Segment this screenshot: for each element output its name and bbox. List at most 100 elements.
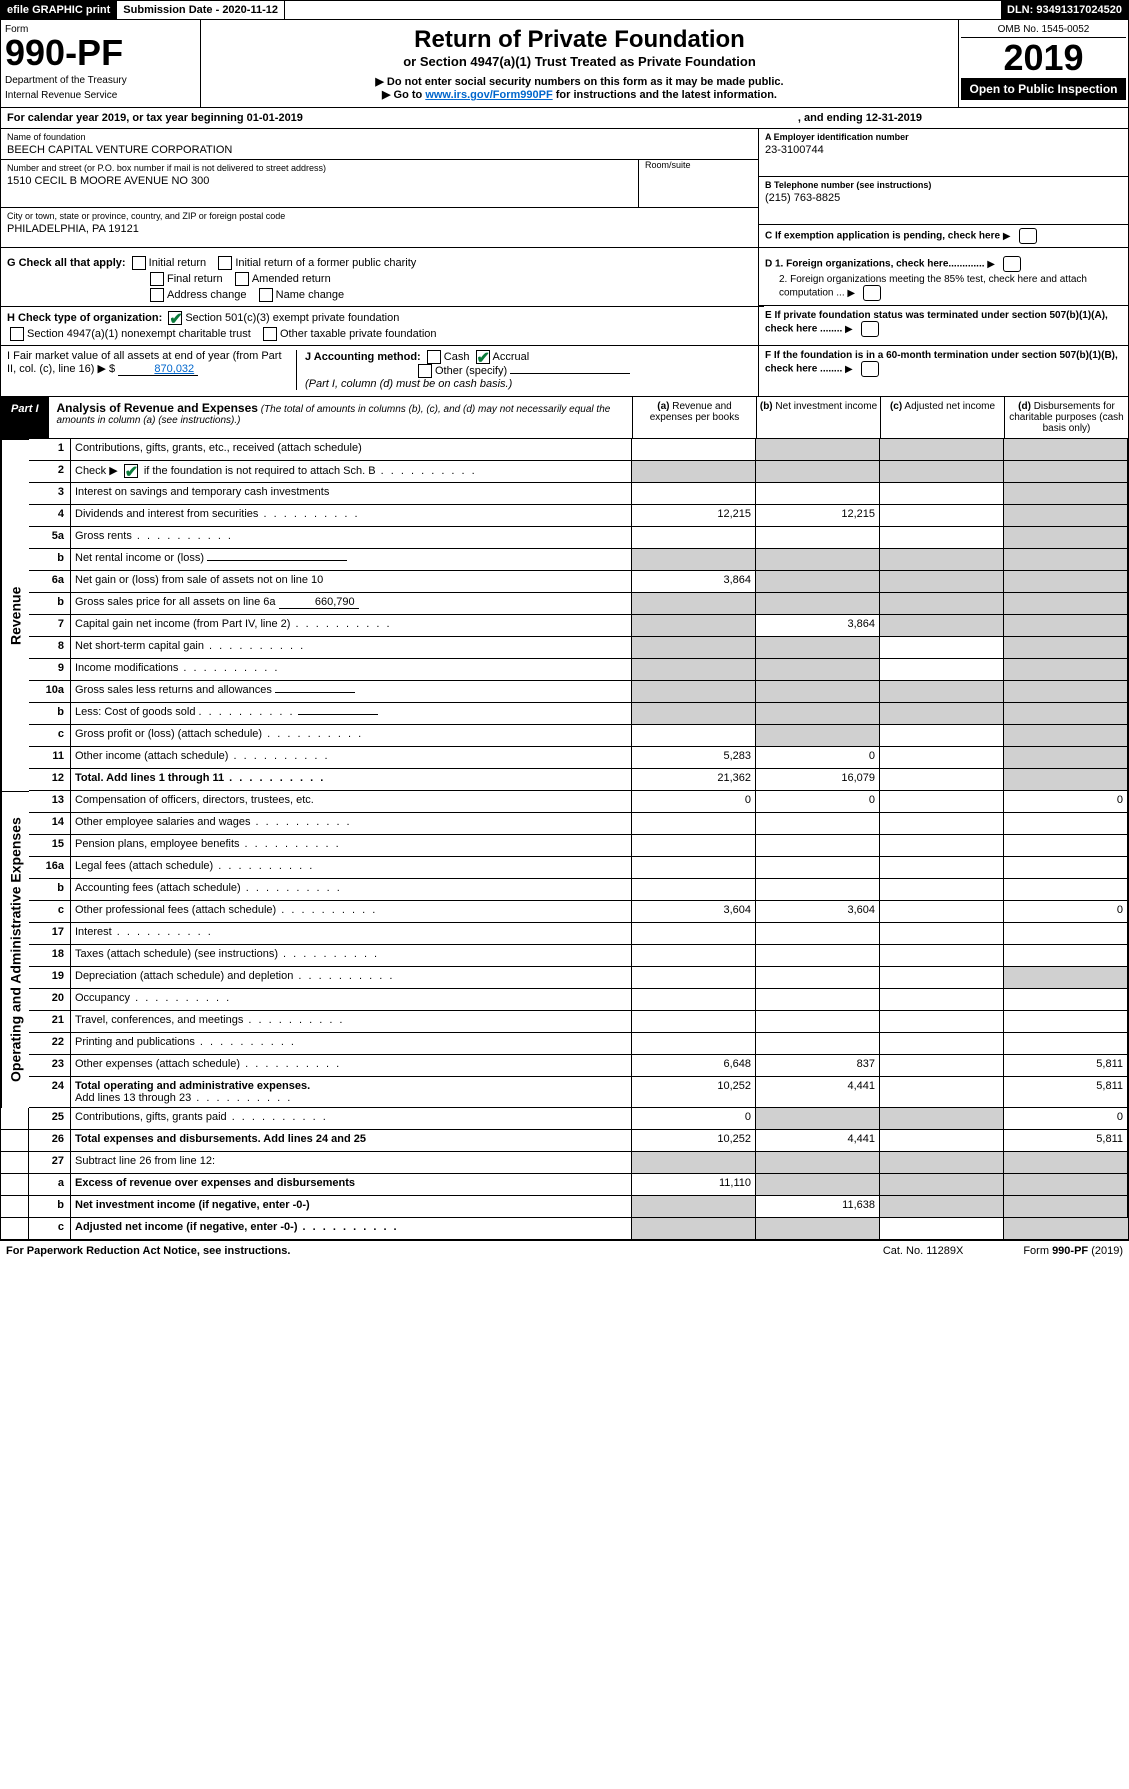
note-goto: ▶ Go to www.irs.gov/Form990PF for instru… [211,88,948,101]
part1-header: Part I Analysis of Revenue and Expenses … [0,397,1129,439]
row-4: Dividends and interest from securities [71,505,632,527]
exemption-checkbox[interactable] [1019,228,1037,244]
chk-amended[interactable] [235,272,249,286]
chk-sch-b[interactable] [124,464,138,478]
cal-end: , and ending 12-31-2019 [798,112,922,124]
chk-f[interactable] [861,361,879,377]
row-14: Other employee salaries and wages [71,813,632,835]
city-state-zip: PHILADELPHIA, PA 19121 [7,223,752,235]
efile-label: efile GRAPHIC print [1,1,117,19]
row-20: Occupancy [71,989,632,1011]
dept-treasury: Department of the Treasury [5,75,196,86]
chk-d2[interactable] [863,285,881,301]
row-1: Contributions, gifts, grants, etc., rece… [71,439,632,461]
row-10a: Gross sales less returns and allowances [71,681,632,703]
foundation-name-cell: Name of foundation BEECH CAPITAL VENTURE… [1,129,758,160]
row-24: Total operating and administrative expen… [71,1077,632,1108]
row-22: Printing and publications [71,1033,632,1055]
omb-number: OMB No. 1545-0052 [961,22,1126,38]
submission-date: Submission Date - 2020-11-12 [117,1,285,19]
row-3: Interest on savings and temporary cash i… [71,483,632,505]
entity-info: Name of foundation BEECH CAPITAL VENTURE… [0,129,1129,248]
chk-e[interactable] [861,321,879,337]
ein: 23-3100744 [765,144,1122,156]
col-c-head: (c) Adjusted net income [880,397,1004,438]
row-25: Contributions, gifts, grants paid [71,1108,632,1130]
row-27c: Adjusted net income (if negative, enter … [71,1218,632,1240]
chk-final[interactable] [150,272,164,286]
row-18: Taxes (attach schedule) (see instruction… [71,945,632,967]
chk-other-method[interactable] [418,364,432,378]
side-expenses: Operating and Administrative Expenses [1,791,29,1108]
open-to-public: Open to Public Inspection [961,78,1126,100]
exemption-pending-cell: C If exemption application is pending, c… [759,225,1128,247]
chk-initial[interactable] [132,256,146,270]
address-cell: Number and street (or P.O. box number if… [1,160,758,208]
row-16b: Accounting fees (attach schedule) [71,879,632,901]
row-27b: Net investment income (if negative, ente… [71,1196,632,1218]
chk-initial-former[interactable] [218,256,232,270]
street-address: 1510 CECIL B MOORE AVENUE NO 300 [7,175,638,187]
chk-address[interactable] [150,288,164,302]
chk-accrual[interactable] [476,350,490,364]
row-17: Interest [71,923,632,945]
form-ref: Form 990-PF (2019) [1023,1245,1123,1257]
row-13: Compensation of officers, directors, tru… [71,791,632,813]
dept-irs: Internal Revenue Service [5,90,196,101]
row-16c: Other professional fees (attach schedule… [71,901,632,923]
dln: DLN: 93491317024520 [1001,1,1128,19]
header-right: OMB No. 1545-0052 2019 Open to Public In… [958,20,1128,107]
row-7: Capital gain net income (from Part IV, l… [71,615,632,637]
row-11: Other income (attach schedule) [71,747,632,769]
row-9: Income modifications [71,659,632,681]
chk-4947[interactable] [10,327,24,341]
col-b-head: (b) Net investment income [756,397,880,438]
row-15: Pension plans, employee benefits [71,835,632,857]
chk-other-taxable[interactable] [263,327,277,341]
note-ssn: ▶ Do not enter social security numbers o… [211,75,948,88]
fmv-value[interactable]: 870,032 [118,363,198,376]
col-d-head: (d) Disbursements for charitable purpose… [1004,397,1128,438]
chk-501c3[interactable] [168,311,182,325]
row-21: Travel, conferences, and meetings [71,1011,632,1033]
checks-section: G Check all that apply: Initial return I… [0,248,1129,397]
form-header: Form 990-PF Department of the Treasury I… [0,20,1129,108]
phone-cell: B Telephone number (see instructions) (2… [759,177,1128,225]
row-27a: Excess of revenue over expenses and disb… [71,1174,632,1196]
side-revenue: Revenue [1,439,29,791]
part1-desc: Analysis of Revenue and Expenses (The to… [49,397,632,438]
ein-cell: A Employer identification number 23-3100… [759,129,1128,177]
row-10b: Less: Cost of goods sold [71,703,632,725]
row-8: Net short-term capital gain [71,637,632,659]
row-19: Depreciation (attach schedule) and deple… [71,967,632,989]
city-cell: City or town, state or province, country… [1,208,758,238]
form-subtitle: or Section 4947(a)(1) Trust Treated as P… [211,54,948,69]
col-a-head: (a) Revenue and expenses per books [632,397,756,438]
row-5a: Gross rents [71,527,632,549]
foundation-name: BEECH CAPITAL VENTURE CORPORATION [7,144,752,156]
header-left: Form 990-PF Department of the Treasury I… [1,20,201,107]
row-26: Total expenses and disbursements. Add li… [71,1130,632,1152]
part1-grid: Revenue 1Contributions, gifts, grants, e… [0,439,1129,1240]
chk-name[interactable] [259,288,273,302]
form-title: Return of Private Foundation [211,26,948,54]
part-badge: Part I [1,397,49,438]
row-27: Subtract line 26 from line 12: [71,1152,632,1174]
irs-link[interactable]: www.irs.gov/Form990PF [425,89,552,101]
row-16a: Legal fees (attach schedule) [71,857,632,879]
phone: (215) 763-8825 [765,192,1122,204]
chk-cash[interactable] [427,350,441,364]
pra-notice: For Paperwork Reduction Act Notice, see … [6,1245,290,1257]
row-23: Other expenses (attach schedule) [71,1055,632,1077]
row-6b: Gross sales price for all assets on line… [71,593,632,615]
calendar-year-row: For calendar year 2019, or tax year begi… [0,108,1129,129]
chk-d1[interactable] [1003,256,1021,272]
header-center: Return of Private Foundation or Section … [201,20,958,107]
room-label: Room/suite [645,160,758,170]
cal-begin: For calendar year 2019, or tax year begi… [7,112,303,124]
row-2: Check ▶ if the foundation is not require… [71,461,632,483]
topbar: efile GRAPHIC print Submission Date - 20… [0,0,1129,20]
tax-year: 2019 [961,38,1126,78]
page-footer: For Paperwork Reduction Act Notice, see … [0,1240,1129,1261]
row-10c: Gross profit or (loss) (attach schedule) [71,725,632,747]
